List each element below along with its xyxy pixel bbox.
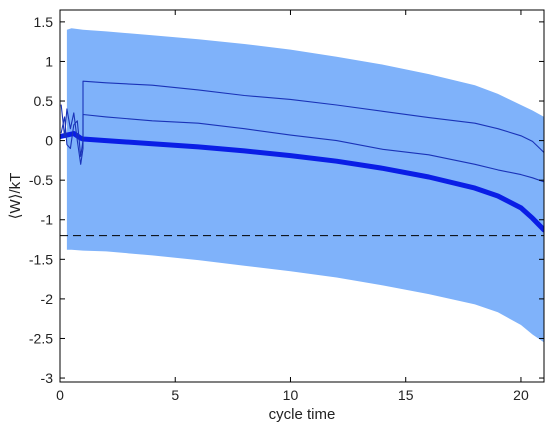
y-tick-label: -2	[41, 291, 54, 307]
plot-layer	[60, 28, 544, 343]
bound-line-1	[60, 80, 544, 165]
bound-line-2	[60, 113, 544, 183]
x-axis-label: cycle time	[269, 406, 336, 423]
y-axis-label: ⟨W⟩/kT	[7, 173, 24, 220]
y-tick-label: 0.5	[34, 93, 54, 109]
y-tick-label: -3	[41, 370, 54, 386]
y-tick-label: 1	[45, 53, 53, 69]
x-tick-label: 15	[398, 387, 414, 403]
y-tick-label: 0	[45, 133, 53, 149]
x-tick-label: 20	[513, 387, 529, 403]
y-tick-label: 1.5	[34, 14, 54, 30]
y-tick-label: -0.5	[29, 172, 53, 188]
y-tick-label: -1.5	[29, 251, 53, 267]
tick-layer: 0 5 10 15 20 -3 -2.5 -2 -1.5 -1 -0.5 0 0.5 1 1.5	[29, 10, 544, 403]
plot-frame	[59, 9, 545, 383]
confidence-band	[66, 28, 544, 343]
y-tick-label: -2.5	[29, 330, 53, 346]
x-tick-label: 5	[171, 387, 179, 403]
mean-work-line	[60, 131, 544, 233]
x-tick-label: 0	[56, 387, 64, 403]
y-tick-label: -1	[41, 212, 54, 228]
x-tick-label: 10	[283, 387, 299, 403]
